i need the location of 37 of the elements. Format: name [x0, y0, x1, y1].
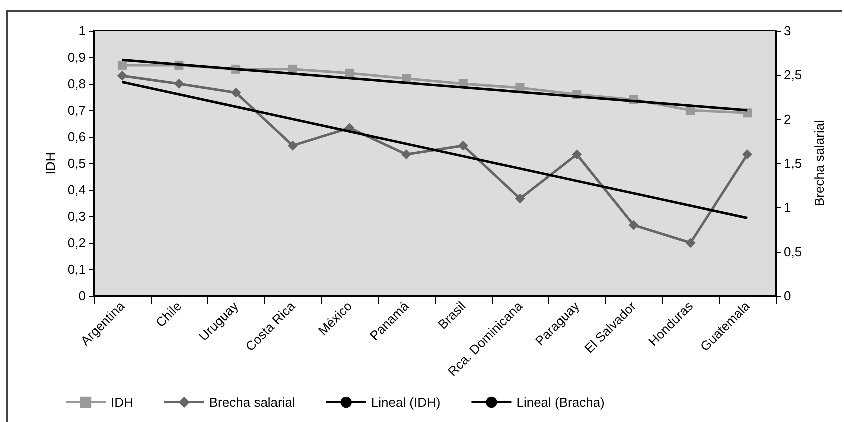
point [117, 71, 128, 82]
y-tick-label: 0,7 [68, 103, 86, 118]
point [174, 79, 184, 89]
y-tick-label: 0,2 [68, 236, 86, 250]
legend-label: Lineal (Bracha) [516, 395, 605, 410]
y-axis-title: IDH [43, 152, 58, 175]
y2-tick-label: 2 [784, 112, 792, 127]
point [345, 68, 354, 78]
legend-label: Brecha salarial [209, 395, 296, 410]
y2-tick-label: 3 [784, 24, 792, 38]
legend-label: IDH [111, 395, 134, 410]
point [458, 140, 468, 151]
legend-label: Lineal (IDH) [371, 395, 441, 410]
y2-tick-label: 1 [784, 200, 792, 216]
y2-axis-title: Brecha salarial [812, 120, 827, 206]
point [686, 238, 696, 248]
y2-tick-label: 0,5 [784, 244, 802, 260]
y-tick-label: 1 [78, 24, 86, 38]
y-tick-label: 0,9 [68, 50, 86, 65]
y-tick-label: 0,4 [68, 182, 86, 198]
point [742, 150, 753, 160]
y2-tick-label: 1,5 [784, 156, 802, 171]
y2-tick-label: 0 [784, 288, 792, 304]
point [628, 220, 639, 230]
y-tick-label: 0,3 [68, 209, 86, 224]
y2-tick-label: 2,5 [784, 68, 802, 83]
point [572, 150, 582, 160]
y-tick-label: 0,1 [68, 262, 86, 277]
point [515, 194, 526, 204]
point [402, 150, 412, 160]
y-tick-label: 0,8 [68, 76, 86, 92]
point [231, 88, 242, 98]
y-tick-label: 0,5 [68, 156, 86, 171]
point [118, 60, 127, 70]
point [288, 140, 298, 151]
y-tick-label: 0,6 [68, 130, 86, 144]
y-tick-label: 0 [78, 288, 86, 304]
